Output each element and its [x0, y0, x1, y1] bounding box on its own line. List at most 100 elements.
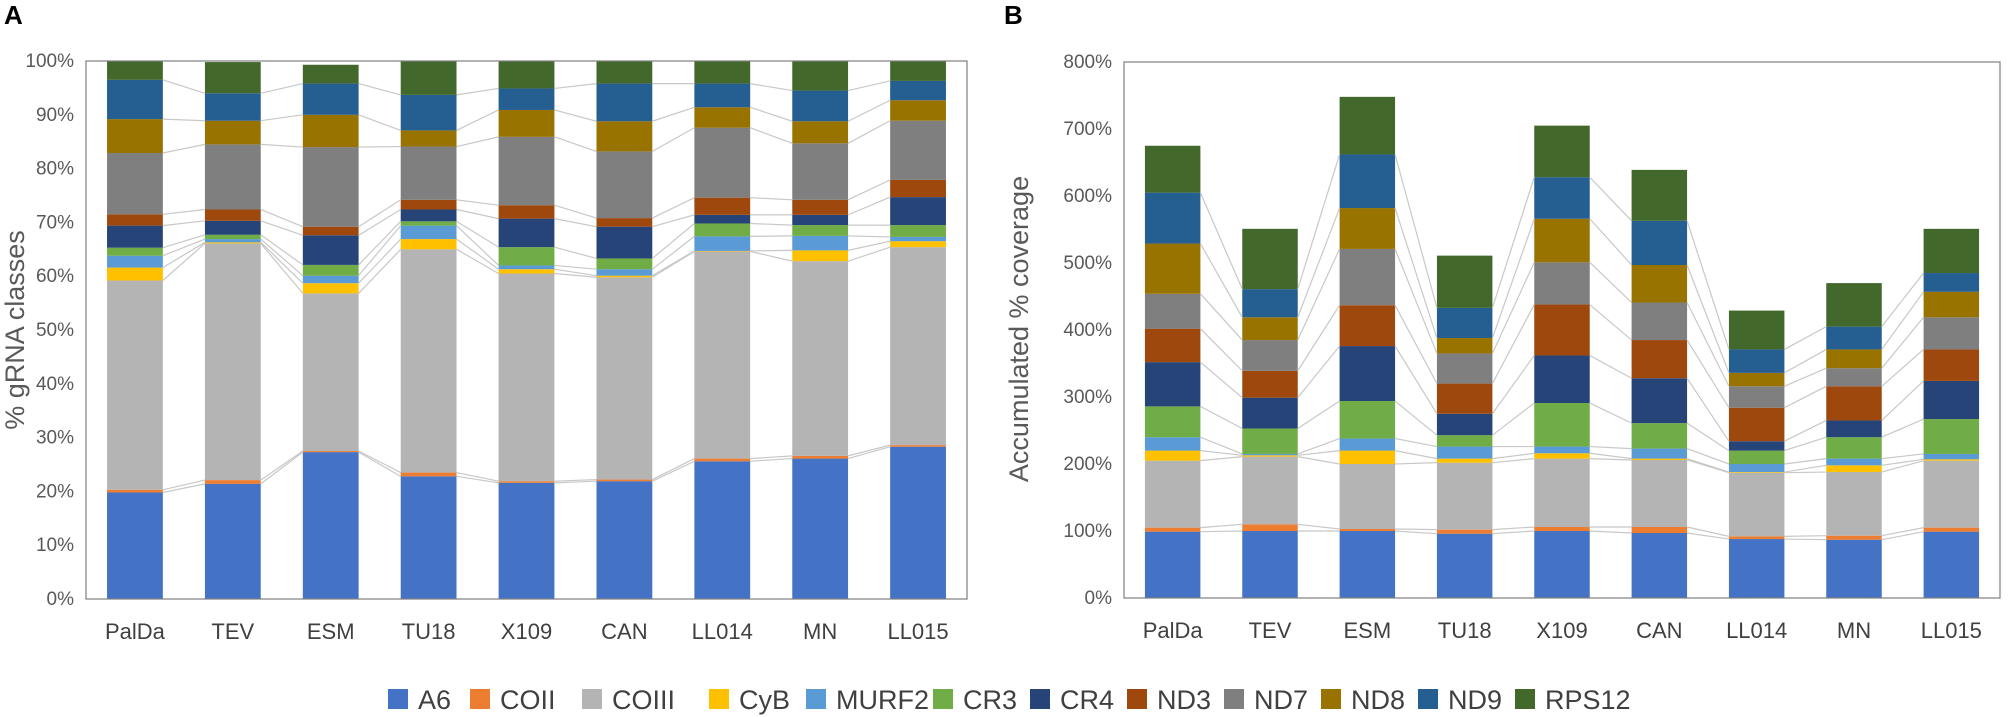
- panel-b-bar-nd3-ll015: [1923, 349, 1980, 381]
- panel-a-bar-coii-tu18: [400, 472, 457, 477]
- panel-a-bar-cr4-tu18: [400, 209, 457, 222]
- legend-swatch-murf2: [806, 689, 826, 709]
- panel-a-series-connector: [750, 83, 793, 92]
- panel-b-bar-coii-x109: [1534, 526, 1590, 531]
- panel-b-bar-coiii-mn: [1826, 472, 1882, 536]
- panel-b-bar-cyb-mn: [1826, 465, 1882, 473]
- panel-a-series-connector: [162, 208, 206, 215]
- panel-b-series-connector: [1686, 377, 1730, 442]
- panel-b-bar-cyb-tu18: [1436, 458, 1493, 463]
- panel-a-category-label-palda: PalDa: [105, 619, 166, 644]
- legend-label-rps12: RPS12: [1545, 685, 1631, 715]
- panel-b-series-connector: [1297, 345, 1341, 399]
- panel-b-series-connector: [1395, 462, 1437, 465]
- panel-a-bar-nd9-palda: [107, 79, 163, 120]
- panel-a-bar-rps12-tu18: [400, 61, 457, 95]
- panel-a-series-connector: [162, 143, 206, 154]
- panel-b-bar-coiii-ll014: [1728, 472, 1785, 537]
- panel-a-bar-cyb-palda: [107, 267, 163, 281]
- panel-a-bar-coiii-tev: [204, 243, 261, 481]
- panel-a-bar-a6-tu18: [400, 476, 457, 599]
- panel-b-plot-frame: [1123, 61, 2001, 599]
- panel-a-series-connector: [847, 240, 891, 251]
- panel-a-bar-cr4-x109: [498, 218, 555, 248]
- panel-a-bar-rps12-x109: [498, 61, 555, 89]
- panel-a-series-connector: [750, 457, 793, 462]
- panel-b-bar-rps12-tev: [1242, 228, 1298, 290]
- panel-a-y-tick-label: 30%: [36, 428, 74, 449]
- panel-a-series-connector: [358, 248, 402, 294]
- panel-b-series-connector: [1394, 345, 1438, 415]
- panel-b-series-connector: [1200, 436, 1243, 455]
- panel-b-chart: 0% 100% 200% 300% 400% 500% 600% 700% 800% PalDa T…: [1063, 52, 2001, 643]
- panel-a-series-connector: [260, 220, 304, 236]
- panel-b-series-connector: [1589, 445, 1632, 450]
- panel-a-series-connector: [162, 479, 206, 491]
- panel-b-bar-nd9-ll014: [1728, 349, 1785, 373]
- panel-b-bar-coiii-x109: [1534, 458, 1590, 527]
- panel-b-bar-a6-tev: [1242, 531, 1298, 598]
- panel-a-series-connector: [162, 238, 206, 257]
- panel-b-bar-a6-palda: [1144, 531, 1201, 598]
- panel-b-series-connector: [1492, 526, 1535, 531]
- panel-b-series-connector: [1686, 339, 1730, 409]
- panel-b-bar-rps12-x109: [1534, 125, 1590, 178]
- panel-a-y-tick-label: 50%: [36, 320, 74, 341]
- panel-a-bar-nd7-tev: [204, 144, 261, 210]
- legend-label-nd3: ND3: [1157, 685, 1211, 715]
- panel-a-bar-cr4-tev: [204, 220, 261, 235]
- panel-a-bar-nd7-x109: [498, 136, 555, 206]
- panel-b-series-connector: [1394, 154, 1438, 309]
- panel-b-bar-nd7-esm: [1339, 248, 1396, 306]
- panel-a-bar-cr3-mn: [792, 225, 849, 236]
- panel-b-bar-nd9-ll015: [1923, 273, 1980, 292]
- panel-b-series-connector: [1199, 192, 1243, 290]
- panel-b-series-connector: [1784, 367, 1827, 387]
- panel-a-category-label-tu18: TU18: [402, 619, 456, 644]
- panel-a-bar-nd7-tu18: [400, 146, 457, 200]
- panel-a-series-connector: [847, 120, 891, 144]
- panel-b-bar-cr3-palda: [1144, 406, 1201, 438]
- panel-b-bar-cr3-ll015: [1923, 419, 1980, 454]
- panel-a-series-connector: [652, 197, 695, 219]
- panel-a-bar-nd7-ll015: [890, 120, 946, 180]
- panel-a-bar-nd7-mn: [792, 143, 849, 200]
- panel-a-series-connector: [651, 250, 695, 277]
- panel-b-series-connector: [1297, 154, 1341, 290]
- panel-b-series-connector: [1200, 456, 1243, 462]
- panel-b-bar-coii-tu18: [1436, 529, 1493, 534]
- panel-b-bar-murf2-tev: [1242, 453, 1298, 456]
- panel-a-bar-murf2-tu18: [400, 225, 457, 240]
- panel-b-bar-coiii-ll015: [1923, 460, 1980, 528]
- panel-a-series-connector: [358, 238, 402, 284]
- panel-b-bar-murf2-ll014: [1728, 464, 1785, 473]
- panel-a-bar-nd8-mn: [792, 121, 849, 144]
- panel-a-plot-frame: [85, 60, 968, 600]
- panel-a-series-connector: [554, 268, 597, 277]
- panel-a-series-connector: [651, 235, 695, 270]
- panel-b-series-connector: [1394, 400, 1438, 436]
- panel-b-bar-a6-esm: [1339, 531, 1396, 598]
- panel-b-bar-coii-ll015: [1923, 527, 1980, 532]
- panel-a-bar-a6-can: [596, 481, 653, 599]
- panel-b-bar-nd7-can: [1631, 302, 1688, 341]
- panel-b-series-connector: [1589, 354, 1632, 379]
- panel-b-bar-nd9-can: [1631, 220, 1688, 266]
- panel-b-bar-rps12-palda: [1144, 145, 1201, 193]
- panel-b-series-connector: [1784, 385, 1827, 409]
- panel-b-series-connector: [1686, 526, 1730, 537]
- legend-label-coii: COII: [500, 685, 556, 715]
- panel-a-series-connector: [651, 127, 695, 152]
- panel-a-series-connector: [554, 204, 597, 219]
- panel-a-bar-cr3-x109: [498, 247, 555, 266]
- panel-b-bar-rps12-ll015: [1923, 228, 1980, 274]
- panel-b-bar-cr4-tu18: [1436, 413, 1493, 436]
- panel-a-series-connector: [456, 220, 499, 248]
- panel-b-series-connector: [1199, 328, 1243, 372]
- panel-b-bar-murf2-tu18: [1436, 446, 1493, 459]
- panel-b-bar-a6-can: [1631, 533, 1688, 598]
- panel-a-bar-coiii-can: [596, 277, 653, 480]
- panel-b-series-connector: [1784, 458, 1827, 465]
- panel-b-y-tick-label: 0%: [1085, 588, 1113, 609]
- panel-a-series-connector: [750, 235, 793, 237]
